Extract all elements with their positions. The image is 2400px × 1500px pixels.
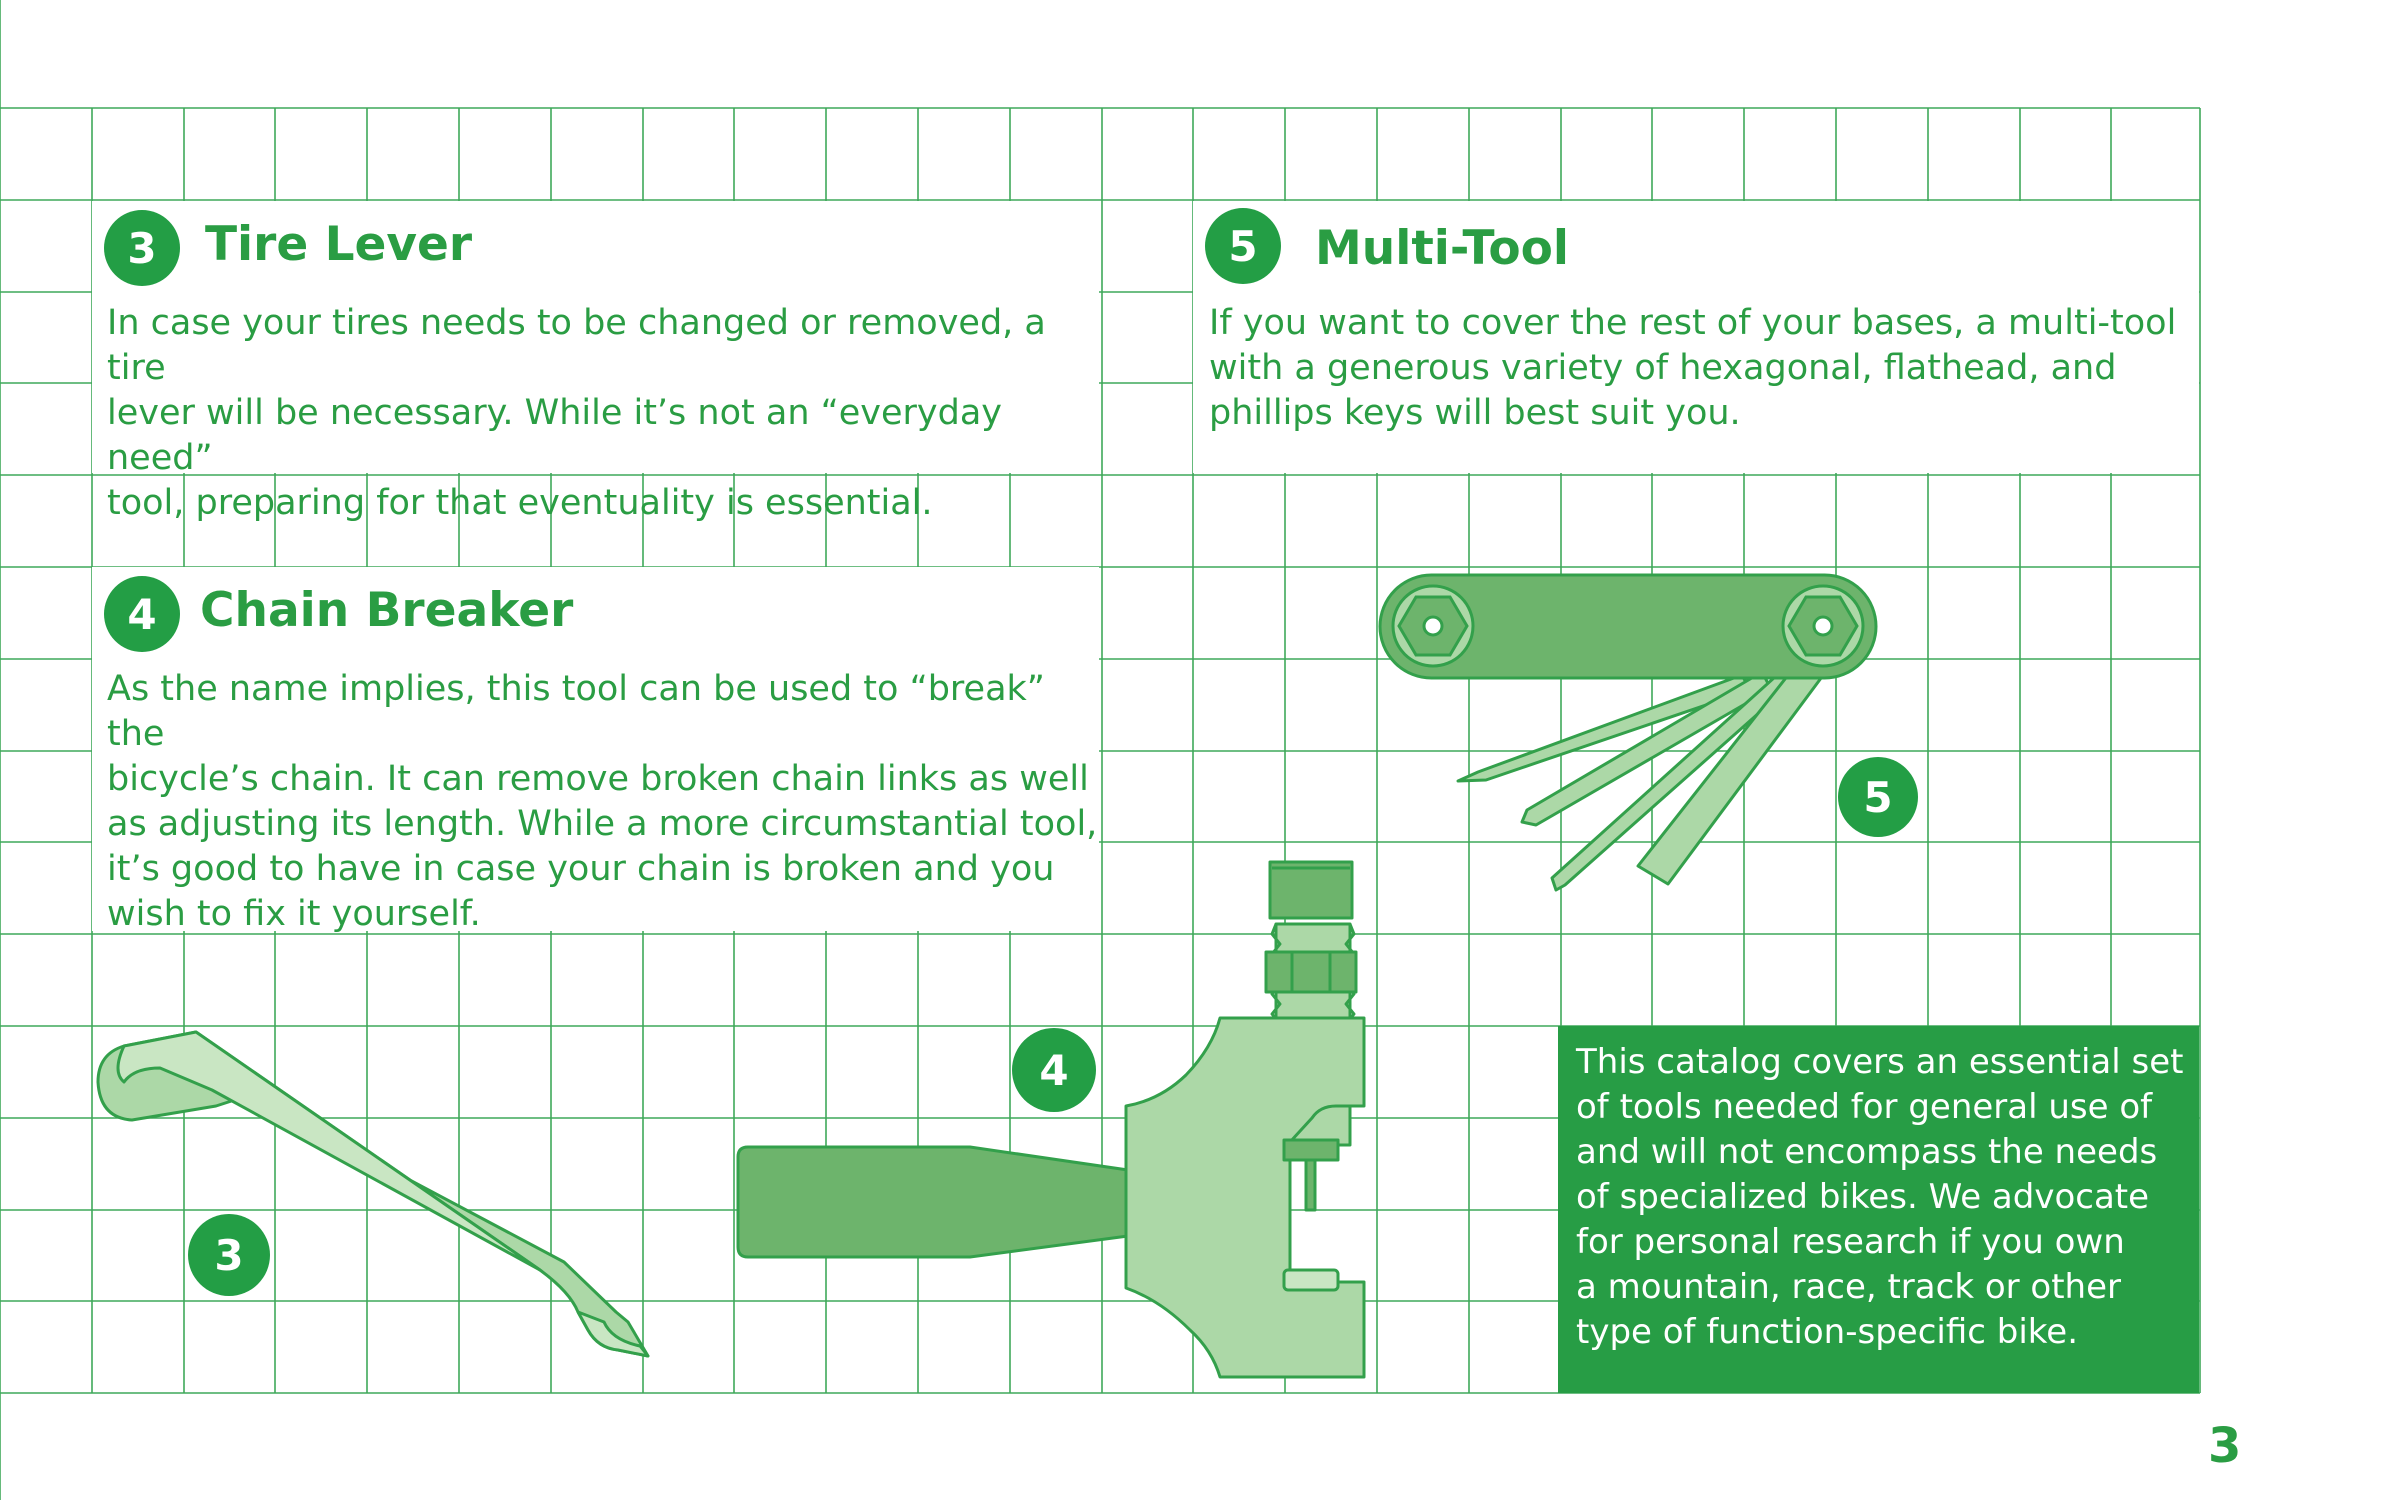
chain-breaker-body — [1124, 1016, 1366, 1379]
tire-lever-section: 3 Tire Lever In case your tires needs to… — [92, 201, 1099, 523]
description-line: it’s good to have in case your chain is … — [107, 849, 1055, 889]
catalog-scope-callout: This catalog covers an essential set of … — [1558, 1026, 2199, 1393]
tire-lever-edge — [116, 1030, 542, 1272]
chain-breaker-handle — [736, 1145, 1130, 1259]
hex-bolt-icon — [1781, 584, 1865, 668]
callout-text: This catalog covers an essential set of … — [1576, 1040, 2185, 1355]
section-description: If you want to cover the rest of your ba… — [1209, 301, 2176, 436]
illustration-number-badge: 5 — [1838, 757, 1918, 837]
description-line: In case your tires needs to be changed o… — [107, 303, 1046, 388]
description-line: wish to fix it yourself. — [107, 894, 481, 934]
section-number-badge: 3 — [104, 210, 180, 286]
callout-line: of specialized bikes. We advocate — [1576, 1177, 2150, 1217]
callout-line: of tools needed for general use of — [1576, 1087, 2153, 1127]
callout-line: a mountain, race, track or other — [1576, 1267, 2121, 1307]
section-title: Multi-Tool — [1315, 221, 1570, 276]
multi-tool-handle — [1378, 573, 1878, 680]
section-description: In case your tires needs to be changed o… — [107, 301, 1099, 526]
page-number: 3 — [2208, 1418, 2242, 1474]
description-line: tool, preparing for that eventuality is … — [107, 483, 933, 523]
description-line: bicycle’s chain. It can remove broken ch… — [107, 759, 1089, 799]
hex-bolt-icon — [1391, 584, 1475, 668]
section-title: Chain Breaker — [200, 583, 574, 638]
section-title: Tire Lever — [205, 217, 473, 272]
multi-tool-blade — [1520, 670, 1773, 827]
description-line: with a generous variety of hexagonal, fl… — [1209, 348, 2117, 388]
description-line: As the name implies, this tool can be us… — [107, 669, 1045, 754]
description-line: If you want to cover the rest of your ba… — [1209, 303, 2177, 343]
section-number-badge: 4 — [104, 576, 180, 652]
chain-breaker-section: 4 Chain Breaker As the name implies, thi… — [92, 567, 1099, 934]
chain-breaker-pin — [1304, 1158, 1317, 1212]
section-number-badge: 5 — [1205, 208, 1281, 284]
description-line: phillips keys will best suit you. — [1209, 393, 1741, 433]
illustration-number-badge: 3 — [188, 1214, 270, 1296]
chain-breaker-knob — [1268, 860, 1354, 920]
chain-breaker-pin-holder — [1282, 1138, 1340, 1162]
chain-breaker-anvil — [1282, 1268, 1340, 1292]
multi-tool-section: 5 Multi-Tool If you want to cover the re… — [1193, 201, 2199, 473]
callout-line: and will not encompass the needs — [1576, 1132, 2158, 1172]
callout-line: This catalog covers an essential set — [1576, 1042, 2184, 1082]
callout-line: type of function-specific bike. — [1576, 1312, 2078, 1352]
chain-breaker-nut — [1264, 950, 1358, 994]
callout-line: for personal research if you own — [1576, 1222, 2125, 1262]
illustration-number-badge: 4 — [1012, 1028, 1096, 1112]
description-line: as adjusting its length. While a more ci… — [107, 804, 1098, 844]
multi-tool-blade — [1550, 666, 1798, 892]
description-line: lever will be necessary. While it’s not … — [107, 393, 1003, 478]
section-description: As the name implies, this tool can be us… — [107, 667, 1099, 937]
tire-lever-hook — [576, 1310, 650, 1358]
